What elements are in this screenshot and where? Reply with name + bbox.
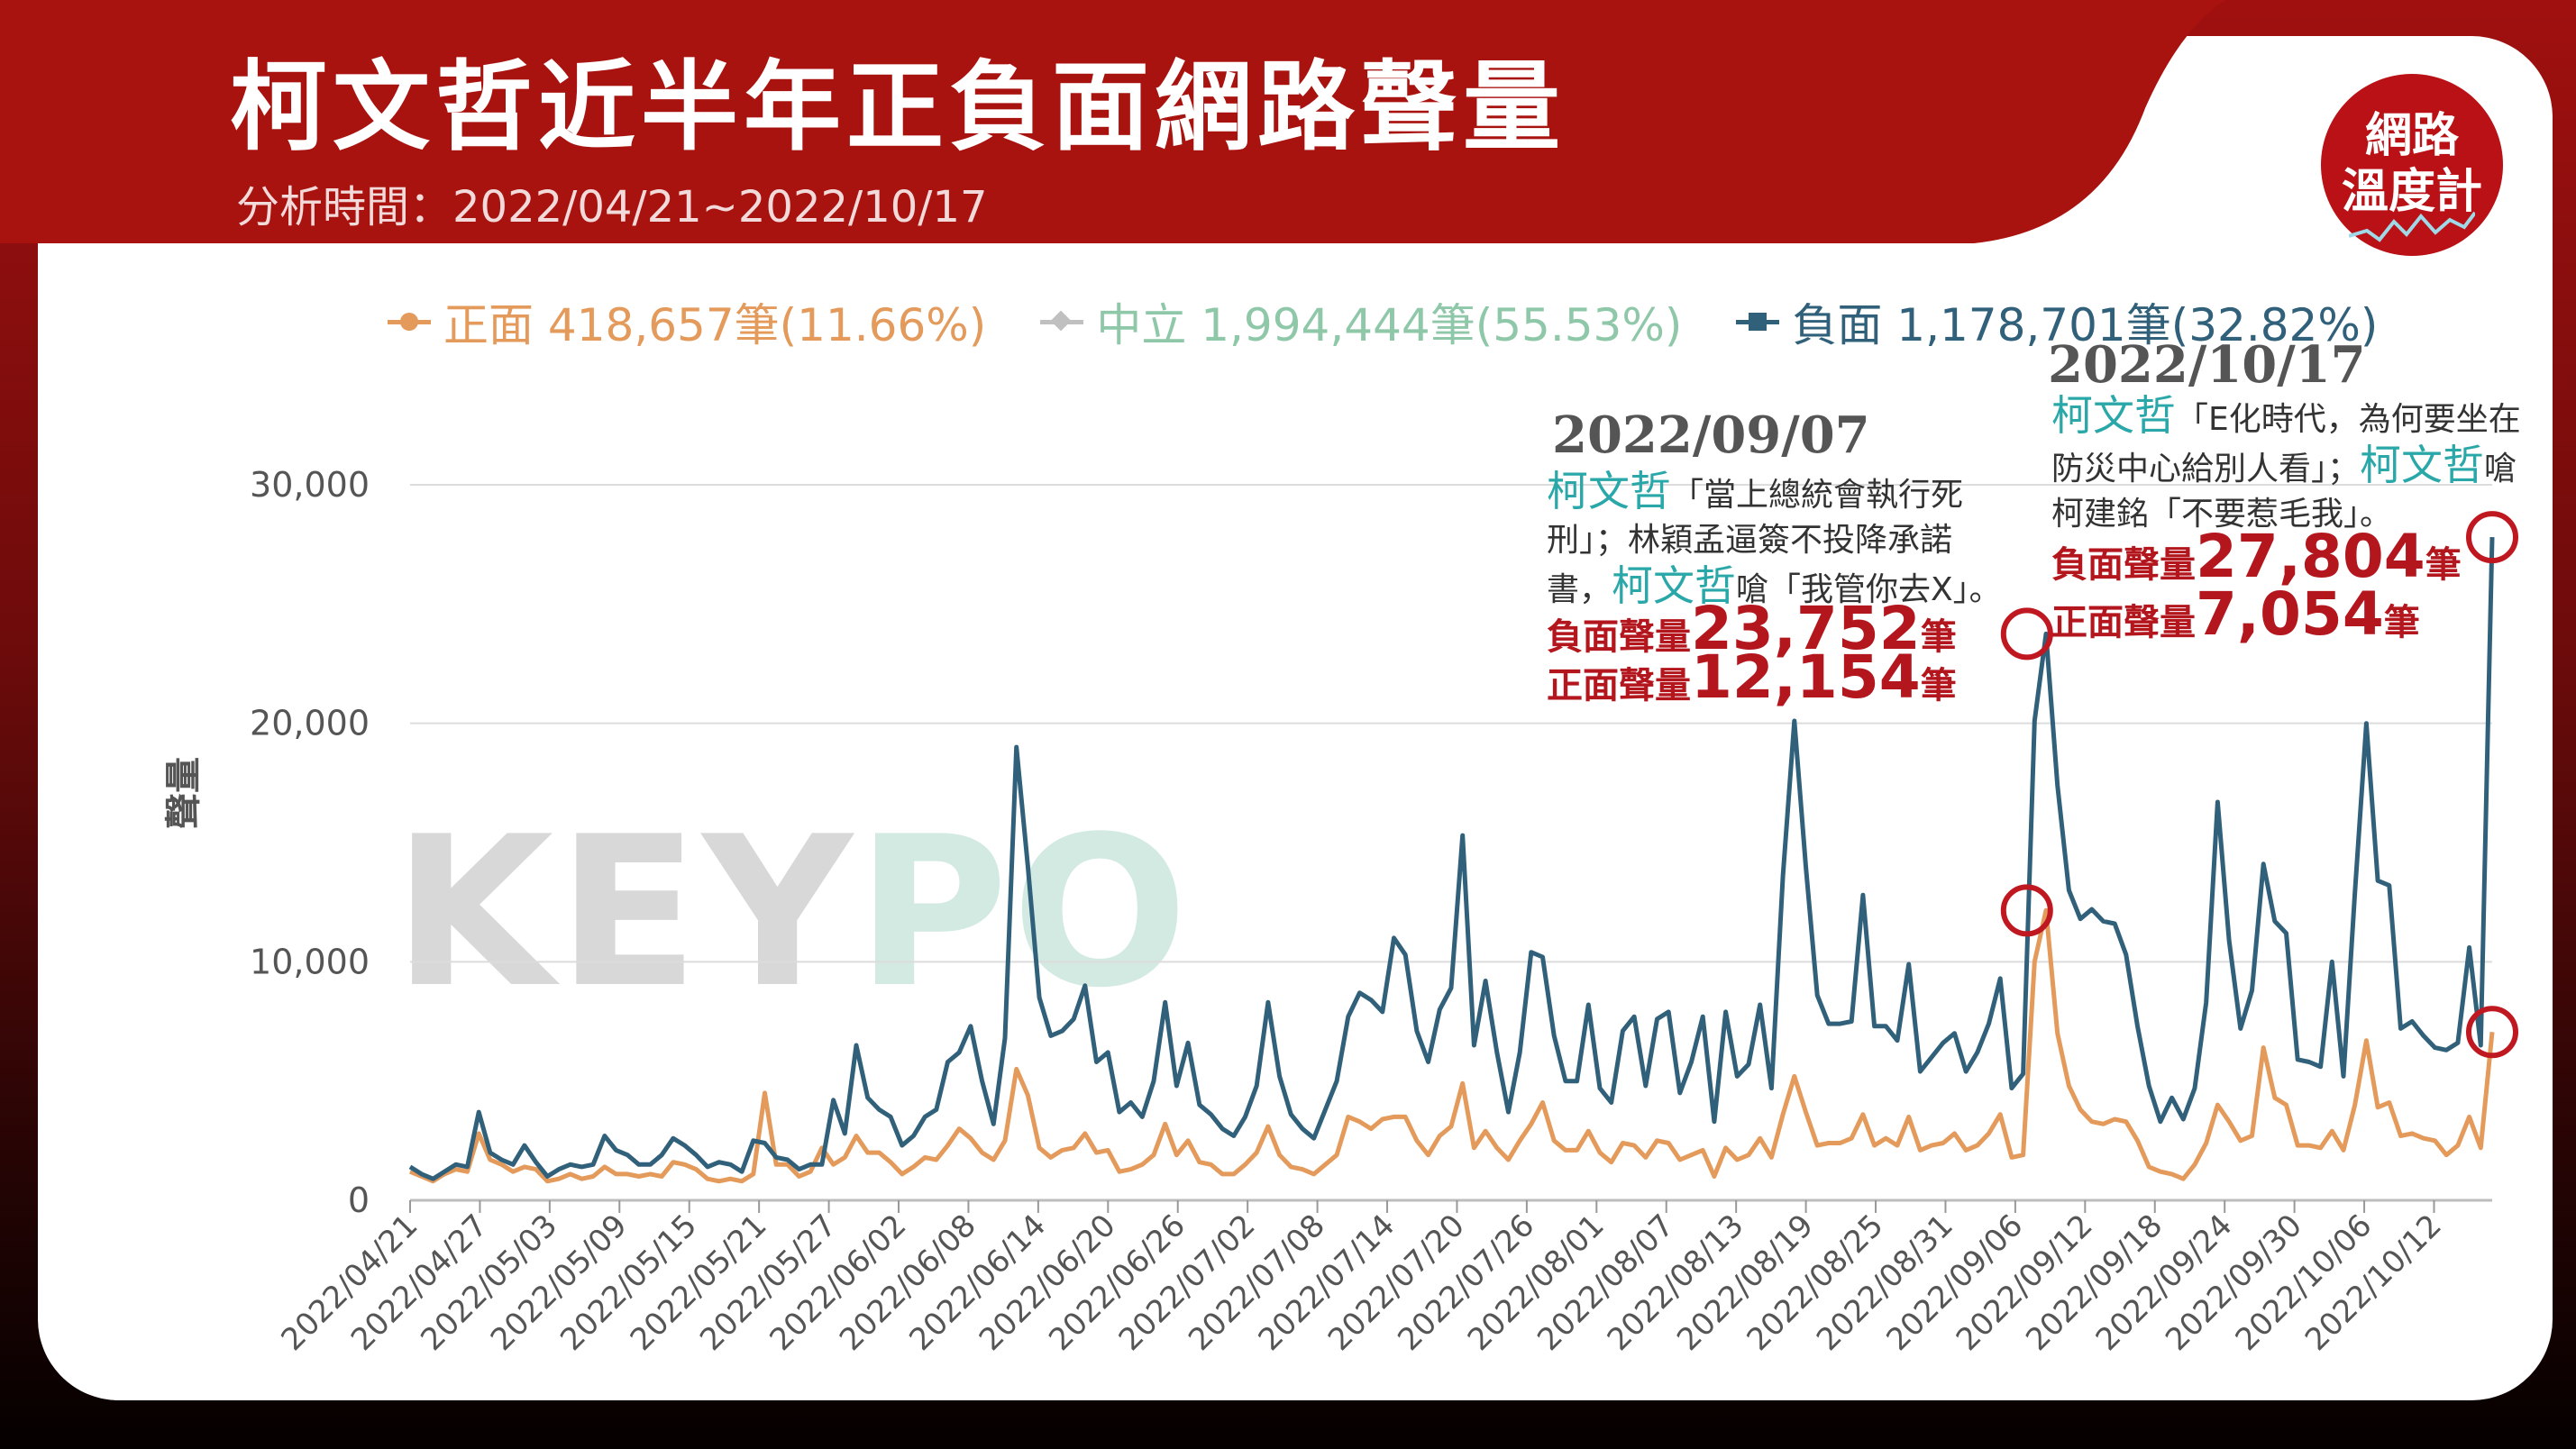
legend-negative[interactable]: 負面 1,178,701筆(32.82%) bbox=[1736, 289, 2378, 354]
analysis-period: 分析時間：2022/04/21~2022/10/17 bbox=[236, 182, 988, 232]
legend-neutral[interactable]: 中立 1,994,444筆(55.53%) bbox=[1040, 289, 1682, 354]
y-tick-label: 20,000 bbox=[250, 704, 370, 743]
annotation-1-negative: 負面聲量23,752筆 bbox=[1547, 594, 1957, 663]
series-line-positive bbox=[409, 907, 2495, 1184]
highlight-circle-2-negative bbox=[2466, 511, 2518, 564]
series-line-negative bbox=[408, 537, 2495, 1181]
chart-legend: 正面 418,657筆(11.66%) 中立 1,994,444筆(55.53%… bbox=[388, 290, 2378, 353]
annotation-2-name-2: 柯文哲 bbox=[2360, 441, 2485, 489]
annotation-1-name-2: 柯文哲 bbox=[1612, 561, 1737, 610]
y-tick-label: 10,000 bbox=[250, 942, 370, 981]
brand-badge: 網路 溫度計 bbox=[2321, 74, 2503, 256]
chart-card bbox=[38, 36, 2553, 1400]
header-banner bbox=[0, 0, 2226, 243]
legend-neutral-label: 中立 1,994,444筆(55.53%) bbox=[1096, 299, 1683, 351]
annotation-1-text-2: 嗆「我管你去X」。 bbox=[1736, 571, 2002, 608]
annotation-2-text: 柯文哲「E化時代，為何要坐在防災中心給別人看」；柯文哲嗆柯建銘「不要惹毛我」。 bbox=[2051, 393, 2529, 537]
annotation-2-date: 2022/10/17 bbox=[2048, 335, 2366, 395]
y-tick-label: 0 bbox=[348, 1180, 370, 1220]
annotation-2-negative: 負面聲量27,804筆 bbox=[2051, 522, 2462, 591]
legend-neutral-marker bbox=[1040, 310, 1084, 332]
pulse-icon bbox=[2349, 211, 2475, 242]
annotation-2-text-1: 「E化時代，為何要坐在防災中心給別人看」； bbox=[2051, 401, 2521, 488]
highlight-circle-1-negative bbox=[2000, 607, 2053, 661]
annotation-1-positive: 正面聲量12,154筆 bbox=[1547, 642, 1957, 712]
annotation-1-date: 2022/09/07 bbox=[1552, 406, 1870, 465]
highlight-circle-1-positive bbox=[2000, 884, 2053, 937]
legend-positive[interactable]: 正面 418,657筆(11.66%) bbox=[388, 289, 986, 354]
y-tick-label: 30,000 bbox=[250, 465, 370, 505]
annotation-1-name-1: 柯文哲 bbox=[1547, 467, 1671, 515]
keypo-watermark: KEYPO bbox=[393, 793, 1192, 1034]
brand-badge-line2: 溫度計 bbox=[2341, 165, 2482, 219]
annotation-2-positive: 正面聲量7,054筆 bbox=[2051, 579, 2420, 649]
legend-negative-label: 負面 1,178,701筆(32.82%) bbox=[1792, 299, 2379, 351]
brand-badge-line1: 網路 bbox=[2364, 109, 2459, 163]
annotation-2-text-2: 嗆柯建銘「不要惹毛我」。 bbox=[2051, 451, 2517, 533]
legend-negative-marker bbox=[1736, 313, 1780, 331]
highlight-circle-2-positive bbox=[2466, 1006, 2518, 1059]
legend-positive-label: 正面 418,657筆(11.66%) bbox=[443, 299, 987, 351]
annotation-1-text: 柯文哲「當上總統會執行死刑」；林穎孟逼簽不投降承諾書，柯文哲嗆「我管你去X」。 bbox=[1547, 469, 2015, 613]
page-title: 柯文哲近半年正負面網路聲量 bbox=[230, 51, 1567, 164]
legend-positive-marker bbox=[388, 313, 431, 331]
annotation-2-name-1: 柯文哲 bbox=[2051, 391, 2176, 440]
annotation-1-text-1: 「當上總統會執行死刑」；林穎孟逼簽不投降承諾書， bbox=[1547, 477, 1964, 608]
